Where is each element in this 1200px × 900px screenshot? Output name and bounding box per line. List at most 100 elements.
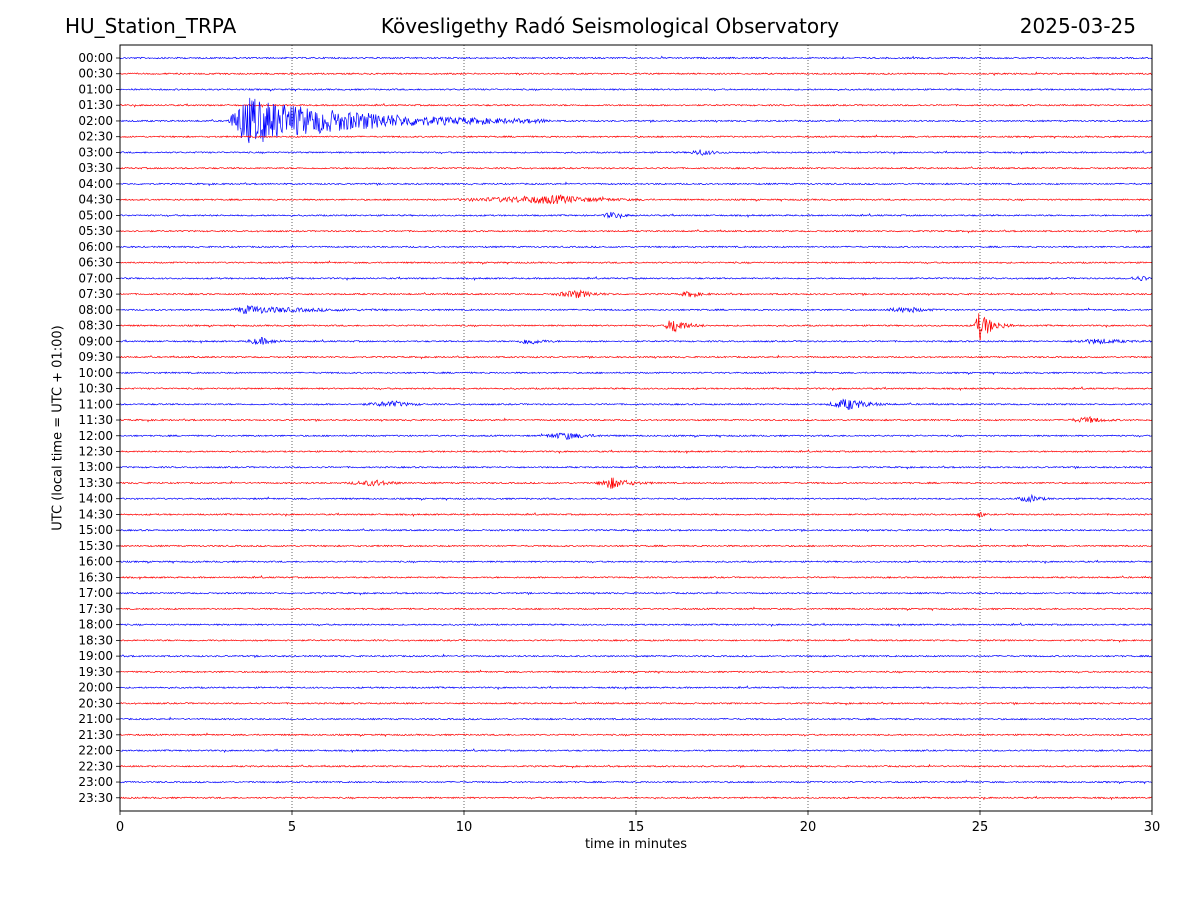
- y-tick-label: 04:30: [78, 193, 113, 207]
- y-tick-label: 02:30: [78, 130, 113, 144]
- y-tick-label: 03:30: [78, 161, 113, 175]
- y-tick-label: 19:30: [78, 665, 113, 679]
- y-tick-label: 13:30: [78, 476, 113, 490]
- y-tick-label: 09:00: [78, 334, 113, 348]
- trace-0030: [120, 71, 1152, 76]
- date-label: 2025-03-25: [1019, 14, 1136, 38]
- y-tick-label: 18:30: [78, 633, 113, 647]
- trace-0130: [120, 102, 1152, 108]
- y-tick-label: 13:00: [78, 460, 113, 474]
- station-label: HU_Station_TRPA: [65, 14, 237, 38]
- y-tick-label: 04:00: [78, 177, 113, 191]
- y-tick-label: 06:30: [78, 256, 113, 270]
- y-axis-label: UTC (local time = UTC + 01:00): [50, 325, 66, 531]
- chart-title: Kövesligethy Radó Seismological Observat…: [380, 14, 840, 38]
- trace-2130: [120, 732, 1152, 738]
- y-tick-label: 06:00: [78, 240, 113, 254]
- trace-1800: [120, 622, 1152, 628]
- trace-1100: [120, 398, 1152, 410]
- trace-1300: [120, 465, 1152, 470]
- x-tick-label: 20: [800, 820, 817, 835]
- y-tick-label: 00:00: [78, 51, 113, 65]
- y-tick-label: 07:00: [78, 271, 113, 285]
- trace-2330: [120, 795, 1152, 801]
- trace-0930: [120, 354, 1152, 360]
- trace-0330: [120, 166, 1152, 170]
- trace-0530: [120, 229, 1152, 234]
- trace-1700: [120, 590, 1152, 596]
- trace-1630: [120, 575, 1152, 581]
- x-tick-label: 30: [1144, 820, 1161, 835]
- y-tick-label: 07:30: [78, 287, 113, 301]
- y-tick-label: 22:00: [78, 744, 113, 758]
- trace-2230: [120, 763, 1152, 769]
- trace-2030: [120, 701, 1152, 706]
- y-tick-label: 20:00: [78, 681, 113, 695]
- trace-0800: [120, 305, 1152, 315]
- y-tick-label: 03:00: [78, 145, 113, 159]
- trace-0430: [120, 194, 1152, 205]
- trace-0230: [120, 134, 1152, 140]
- trace-0830: [120, 313, 1152, 341]
- trace-1030: [120, 386, 1152, 392]
- x-tick-label: 5: [288, 820, 296, 835]
- y-tick-label: 14:30: [78, 507, 113, 521]
- trace-1000: [120, 370, 1152, 376]
- y-tick-label: 20:30: [78, 696, 113, 710]
- trace-0200: [120, 97, 1152, 144]
- x-axis-label: time in minutes: [584, 837, 688, 852]
- y-tick-label: 12:00: [78, 429, 113, 443]
- trace-1430: [120, 511, 1152, 518]
- y-tick-label: 17:00: [78, 586, 113, 600]
- y-tick-label: 10:00: [78, 366, 113, 380]
- y-tick-label: 05:00: [78, 208, 113, 222]
- y-tick-label: 00:30: [78, 67, 113, 81]
- trace-1400: [120, 493, 1152, 504]
- x-tick-label: 0: [116, 820, 124, 835]
- y-tick-label: 19:00: [78, 649, 113, 663]
- trace-1600: [120, 559, 1152, 565]
- trace-0730: [120, 289, 1152, 299]
- trace-0000: [120, 55, 1152, 60]
- trace-1330: [120, 477, 1152, 489]
- y-tick-label: 01:30: [78, 98, 113, 112]
- trace-1200: [120, 432, 1152, 440]
- trace-1130: [120, 415, 1152, 424]
- trace-1530: [120, 543, 1152, 548]
- trace-1930: [120, 669, 1152, 675]
- y-tick-label: 16:30: [78, 570, 113, 584]
- trace-2000: [120, 685, 1152, 691]
- trace-1230: [120, 449, 1152, 455]
- y-tick-label: 21:00: [78, 712, 113, 726]
- y-tick-label: 08:30: [78, 319, 113, 333]
- y-tick-label: 23:00: [78, 775, 113, 789]
- trace-0600: [120, 244, 1152, 249]
- trace-0300: [120, 149, 1152, 156]
- y-tick-label: 11:00: [78, 397, 113, 411]
- trace-0100: [120, 88, 1152, 92]
- trace-0400: [120, 181, 1152, 187]
- y-tick-label: 09:30: [78, 350, 113, 364]
- x-tick-label: 10: [456, 820, 473, 835]
- trace-1900: [120, 653, 1152, 659]
- y-tick-label: 05:30: [78, 224, 113, 238]
- y-tick-label: 14:00: [78, 492, 113, 506]
- trace-0500: [120, 211, 1152, 220]
- trace-1730: [120, 606, 1152, 612]
- y-tick-label: 10:30: [78, 382, 113, 396]
- trace-2100: [120, 716, 1152, 721]
- y-tick-label: 15:30: [78, 539, 113, 553]
- trace-1830: [120, 638, 1152, 643]
- x-tick-label: 15: [628, 820, 645, 835]
- y-tick-label: 08:00: [78, 303, 113, 317]
- trace-1500: [120, 527, 1152, 533]
- y-tick-label: 11:30: [78, 413, 113, 427]
- y-tick-label: 12:30: [78, 445, 113, 459]
- y-tick-label: 16:00: [78, 555, 113, 569]
- y-tick-label: 02:00: [78, 114, 113, 128]
- trace-0700: [120, 275, 1152, 282]
- y-tick-label: 22:30: [78, 759, 113, 773]
- y-tick-label: 15:00: [78, 523, 113, 537]
- trace-2300: [120, 779, 1152, 785]
